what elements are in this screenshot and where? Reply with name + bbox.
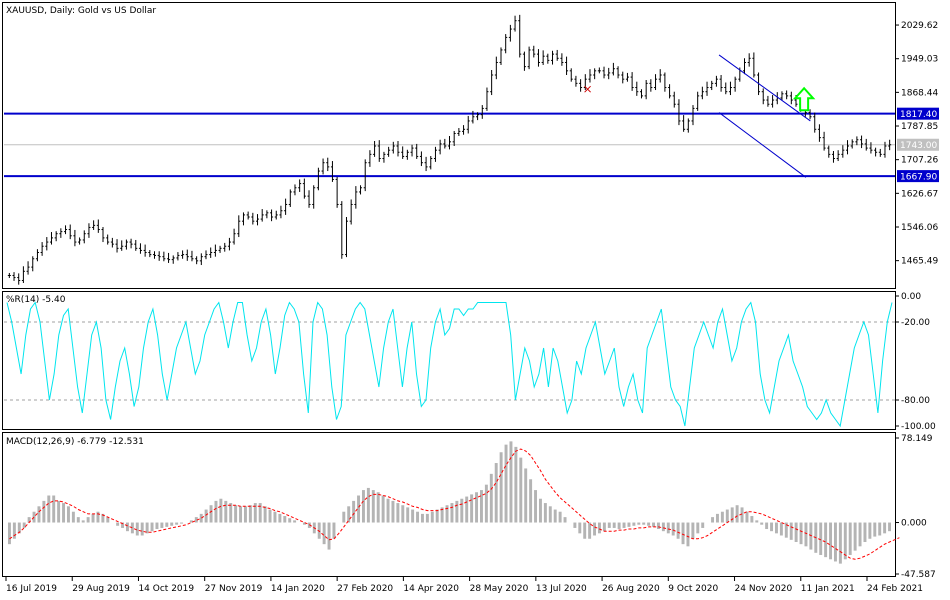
price-axis-label: 1707.26 bbox=[901, 156, 938, 166]
date-axis-label: 14 Apr 2020 bbox=[403, 584, 459, 594]
marker-x-icon bbox=[584, 85, 591, 93]
wpr-panel-title: %R(14) -5.40 bbox=[6, 295, 66, 305]
wpr-axis-label: -20.00 bbox=[901, 318, 930, 328]
macd-axis-label: 78.149 bbox=[901, 434, 933, 444]
date-axis-label: 29 Aug 2019 bbox=[72, 584, 130, 594]
price-axis-label: 1868.44 bbox=[901, 88, 938, 98]
date-axis-label: 24 Feb 2021 bbox=[867, 584, 923, 594]
lower-line-badge-bg bbox=[897, 170, 939, 183]
price-axis-label: 1949.03 bbox=[901, 55, 938, 65]
wpr-panel-frame bbox=[2, 291, 896, 430]
date-axis-label: 9 Oct 2020 bbox=[668, 584, 718, 594]
date-axis-label: 16 Jul 2019 bbox=[6, 584, 57, 594]
axis-layer: 2029.62 1949.03 1868.44 1787.85 1707.26 1626.… bbox=[5, 21, 939, 594]
price-axis-label: 1546.06 bbox=[901, 223, 938, 233]
price-layer bbox=[4, 14, 895, 285]
date-axis-label: 28 May 2020 bbox=[470, 584, 529, 594]
date-axis-label: 14 Jan 2020 bbox=[271, 584, 325, 594]
wpr-line bbox=[6, 301, 893, 428]
date-axis-label: 13 Jul 2020 bbox=[536, 584, 587, 594]
date-axis-label: 24 Nov 2020 bbox=[735, 584, 793, 594]
current-price-badge: 1743.00 bbox=[900, 141, 937, 151]
channel-lower-line bbox=[718, 112, 807, 178]
wpr-axis-label: 0.00 bbox=[901, 292, 921, 302]
macd-panel-title: MACD(12,26,9) -6.779 -12.531 bbox=[6, 437, 144, 447]
date-axis-label: 14 Oct 2019 bbox=[138, 584, 194, 594]
channel-upper-line bbox=[718, 54, 811, 122]
macd-layer bbox=[7, 441, 900, 564]
up-arrow-icon bbox=[792, 86, 816, 112]
current-price-badge-bg bbox=[897, 138, 939, 151]
price-axis-label: 1626.67 bbox=[901, 189, 938, 199]
wpr-layer bbox=[4, 301, 895, 428]
lower-line-badge: 1667.90 bbox=[900, 173, 937, 183]
macd-panel-frame bbox=[2, 432, 896, 577]
macd-axis-label: 0.000 bbox=[901, 519, 927, 529]
wpr-axis-label: -100.00 bbox=[901, 422, 936, 432]
wpr-axis-label: -80.00 bbox=[901, 396, 930, 406]
price-axis-label: 1787.85 bbox=[901, 122, 938, 132]
macd-axis-label: -47.587 bbox=[901, 570, 936, 580]
date-axis-label: 27 Feb 2020 bbox=[337, 584, 393, 594]
price-panel-title: XAUUSD, Daily: Gold vs US Dollar bbox=[6, 6, 156, 16]
date-axis-label: 26 Aug 2020 bbox=[602, 584, 660, 594]
date-axis-label: 11 Jan 2021 bbox=[801, 584, 855, 594]
price-axis-label: 2029.62 bbox=[901, 21, 938, 31]
price-panel-frame bbox=[2, 2, 896, 289]
macd-signal-line bbox=[9, 448, 900, 560]
price-axis-label: 1465.49 bbox=[901, 257, 938, 267]
upper-line-badge: 1817.40 bbox=[900, 110, 937, 120]
date-axis-label: 27 Nov 2019 bbox=[205, 584, 263, 594]
upper-line-badge-bg bbox=[897, 107, 939, 120]
